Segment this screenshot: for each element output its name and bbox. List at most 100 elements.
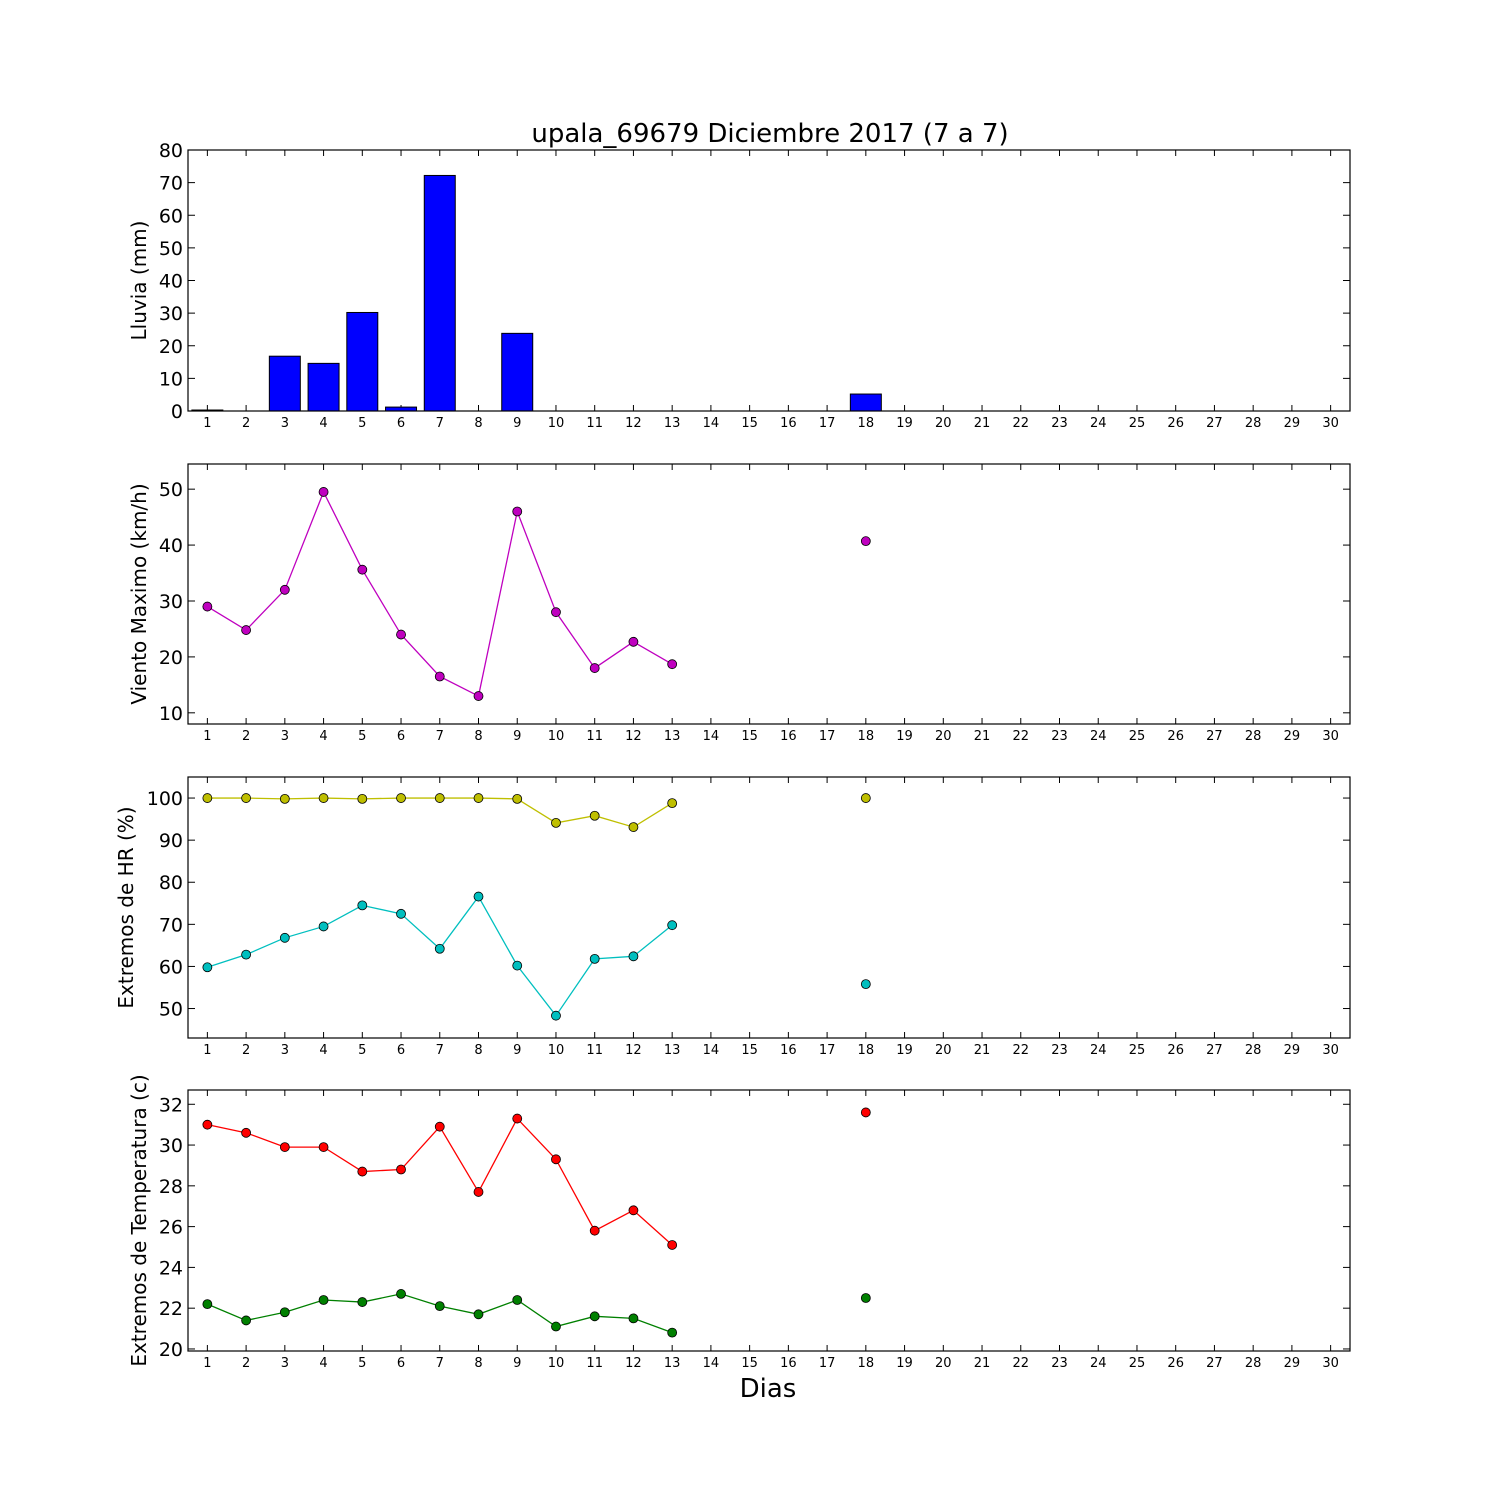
x-tick-label: 4 [319, 729, 327, 744]
x-tick-label: 23 [1051, 1356, 1068, 1371]
series-2-point-day-13 [667, 1327, 678, 1338]
x-tick-label: 2 [242, 729, 250, 744]
x-tick-label: 22 [1012, 1043, 1029, 1058]
x-tick-label: 12 [625, 1043, 642, 1058]
x-tick-label: 2 [242, 1356, 250, 1371]
series-2-point-day-11 [589, 1311, 600, 1322]
x-tick-label: 30 [1322, 729, 1339, 744]
y-axis-label: Lluvia (mm) [127, 221, 151, 341]
y-tick-label: 60 [159, 956, 183, 978]
series-1-point-day-1 [202, 1119, 213, 1130]
series-1-point-day-4 [318, 1142, 329, 1152]
x-tick-label: 15 [741, 1356, 758, 1371]
x-tick-label: 20 [935, 729, 952, 744]
series-1-point-day-9 [512, 506, 523, 517]
x-tick-label: 25 [1129, 1043, 1146, 1058]
y-tick-label: 40 [159, 535, 183, 557]
x-tick-label: 28 [1245, 729, 1262, 744]
plot-frame [187, 463, 1351, 725]
x-tick-label: 11 [586, 416, 603, 431]
x-tick-label: 19 [896, 416, 913, 431]
series-1-point-day-3 [279, 793, 290, 804]
series-1-point-day-11 [589, 663, 600, 673]
series-1-point-day-18 [860, 536, 871, 547]
x-tick-label: 9 [513, 729, 521, 744]
series-1-point-day-12 [628, 1205, 639, 1216]
series-1-point-day-10 [551, 817, 561, 828]
x-tick-label: 17 [819, 729, 836, 744]
x-tick-label: 26 [1167, 1356, 1184, 1371]
series-2-point-day-5 [357, 1297, 368, 1307]
x-tick-label: 14 [703, 1356, 720, 1371]
y-tick-label: 50 [159, 238, 183, 260]
y-axis-label: Extremos de HR (%) [114, 806, 138, 1008]
series-1-point-day-11 [589, 1225, 600, 1236]
x-tick-label: 5 [358, 1356, 366, 1371]
y-tick-label: 24 [159, 1257, 183, 1279]
x-tick-label: 10 [548, 1043, 565, 1058]
series-1-point-day-2 [241, 793, 252, 803]
series-1-point-day-4 [318, 487, 329, 497]
series-2-point-day-9 [512, 960, 523, 971]
x-tick-label: 29 [1284, 416, 1301, 431]
x-tick-label: 26 [1167, 729, 1184, 744]
x-tick-label: 11 [586, 1043, 603, 1058]
x-tick-label: 5 [358, 1043, 366, 1058]
series-1-point-day-7 [434, 793, 445, 803]
y-tick-label: 20 [159, 1339, 183, 1361]
x-tick-label: 2 [242, 416, 250, 431]
x-tick-label: 15 [741, 1043, 758, 1058]
x-tick-label: 25 [1129, 1356, 1146, 1371]
x-tick-label: 1 [203, 1043, 211, 1058]
x-tick-label: 29 [1284, 729, 1301, 744]
series-1-point-day-18 [860, 1107, 871, 1118]
y-tick-label: 30 [159, 591, 183, 613]
series-2-point-day-18 [860, 1293, 871, 1303]
y-tick-label: 50 [159, 479, 183, 501]
plot-frame [187, 149, 1351, 412]
series-2-point-day-9 [512, 1295, 523, 1305]
x-tick-label: 27 [1206, 729, 1223, 744]
x-tick-label: 21 [974, 1043, 991, 1058]
series-2-point-day-7 [434, 1301, 445, 1312]
series-1-point-day-5 [357, 564, 368, 575]
x-tick-label: 8 [474, 416, 482, 431]
bar-day-18 [849, 393, 882, 412]
series-1-point-day-6 [396, 793, 406, 803]
x-tick-label: 5 [358, 729, 366, 744]
x-tick-label: 2 [242, 1043, 250, 1058]
x-tick-label: 6 [397, 729, 405, 744]
x-tick-label: 8 [474, 729, 482, 744]
x-tick-label: 18 [858, 416, 875, 431]
x-tick-label: 1 [203, 1356, 211, 1371]
y-tick-label: 20 [159, 336, 183, 358]
series-1-point-day-8 [473, 793, 484, 803]
series-1-point-day-5 [357, 793, 368, 804]
series-1-point-day-9 [512, 793, 523, 804]
x-tick-label: 15 [741, 729, 758, 744]
series-2-point-day-3 [279, 932, 290, 943]
series-1-point-day-2 [241, 1127, 252, 1138]
series-1-point-day-1 [202, 601, 213, 612]
bar-day-4 [307, 362, 340, 412]
y-tick-label: 20 [159, 647, 183, 669]
plot-frame [187, 1089, 1351, 1352]
x-tick-label: 17 [819, 416, 836, 431]
series-2-point-day-6 [396, 1289, 406, 1299]
x-tick-label: 9 [513, 1356, 521, 1371]
y-tick-label: 70 [159, 914, 183, 936]
x-tick-label: 16 [780, 416, 797, 431]
x-tick-label: 12 [625, 416, 642, 431]
plot-frame [187, 776, 1351, 1039]
x-tick-label: 8 [474, 1356, 482, 1371]
x-tick-label: 14 [703, 729, 720, 744]
x-tick-label: 15 [741, 416, 758, 431]
x-tick-label: 13 [664, 1043, 681, 1058]
x-tick-label: 13 [664, 729, 681, 744]
series-2-point-day-1 [202, 1299, 213, 1310]
x-tick-label: 20 [935, 416, 952, 431]
series-2-point-day-12 [628, 1313, 639, 1324]
x-tick-label: 7 [436, 1043, 444, 1058]
series-1-point-day-4 [318, 793, 329, 803]
